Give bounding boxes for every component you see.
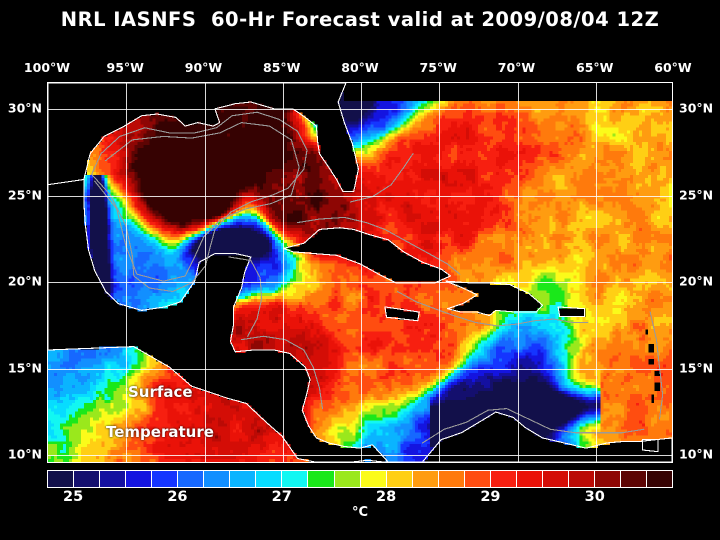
colorbar-segment-4 (152, 471, 179, 487)
gridline-lon--95 (126, 83, 128, 462)
lat-tick-left-25: 25°N (0, 187, 42, 202)
lat-tick-right-30: 30°N (679, 100, 713, 115)
gridline-lon--75 (439, 83, 441, 462)
colorbar-tick-28: 28 (376, 489, 396, 505)
colorbar-segment-15 (438, 471, 465, 487)
lon-tick--100: 100°W (24, 60, 70, 75)
annotation-line-2: Temperature (106, 423, 214, 441)
colorbar-segment-0 (48, 471, 75, 487)
colorbar-segment-19 (542, 471, 569, 487)
gridline-lon--85 (282, 83, 284, 462)
gridline-lat-15 (48, 368, 672, 370)
colorbar-segment-8 (256, 471, 283, 487)
colorbar-segment-13 (386, 471, 413, 487)
colorbar-segment-23 (647, 471, 673, 487)
colorbar-unit-label: °C (0, 505, 720, 520)
gridline-lat-10 (48, 455, 672, 457)
colorbar-segment-12 (360, 471, 387, 487)
lat-tick-right-25: 25°N (679, 187, 713, 202)
gridline-lon--90 (204, 83, 206, 462)
lat-tick-left-20: 20°N (0, 274, 42, 289)
colorbar-segment-5 (178, 471, 205, 487)
map-plot-area: Surface Temperature (47, 82, 673, 463)
colorbar-tick-25: 25 (63, 489, 83, 505)
lon-tick--85: 85°W (263, 60, 300, 75)
lat-tick-right-20: 20°N (679, 274, 713, 289)
lon-tick--60: 60°W (654, 60, 691, 75)
colorbar-segment-17 (490, 471, 517, 487)
lat-tick-right-10: 10°N (679, 447, 713, 462)
colorbar-segment-1 (74, 471, 101, 487)
annotation-line-1: Surface (128, 383, 193, 401)
colorbar-tick-30: 30 (585, 489, 605, 505)
gridline-lat-20 (48, 282, 672, 284)
colorbar-segment-6 (204, 471, 231, 487)
gridline-lon--65 (595, 83, 597, 462)
lon-tick--75: 75°W (420, 60, 457, 75)
gridline-lon--70 (517, 83, 519, 462)
lat-tick-right-15: 15°N (679, 360, 713, 375)
gridline-lat-30 (48, 108, 672, 110)
lon-tick--70: 70°W (498, 60, 535, 75)
colorbar-segment-9 (282, 471, 309, 487)
colorbar-segment-16 (464, 471, 491, 487)
sst-raster (48, 83, 672, 462)
colorbar-segment-20 (568, 471, 595, 487)
lat-tick-left-10: 10°N (0, 447, 42, 462)
colorbar-segment-7 (230, 471, 257, 487)
colorbar-tick-29: 29 (480, 489, 500, 505)
lon-tick--65: 65°W (576, 60, 613, 75)
figure-title: NRL IASNFS 60-Hr Forecast valid at 2009/… (0, 8, 720, 31)
gridline-lat-25 (48, 195, 672, 197)
lat-tick-left-30: 30°N (0, 100, 42, 115)
colorbar-segment-14 (412, 471, 439, 487)
lat-tick-left-15: 15°N (0, 360, 42, 375)
colorbar-tick-27: 27 (272, 489, 292, 505)
colorbar-segment-21 (594, 471, 622, 487)
gridline-lon--80 (361, 83, 362, 462)
lon-tick--90: 90°W (185, 60, 222, 75)
colorbar-segment-18 (516, 471, 543, 487)
lon-tick--95: 95°W (107, 60, 144, 75)
colorbar-segment-10 (308, 471, 335, 487)
colorbar-tick-26: 26 (167, 489, 187, 505)
colorbar-segment-3 (126, 471, 153, 487)
colorbar-segment-11 (334, 471, 361, 487)
colorbar-segment-2 (100, 471, 127, 487)
colorbar (47, 470, 673, 488)
lon-tick--80: 80°W (341, 60, 378, 75)
colorbar-segment-22 (621, 471, 648, 487)
